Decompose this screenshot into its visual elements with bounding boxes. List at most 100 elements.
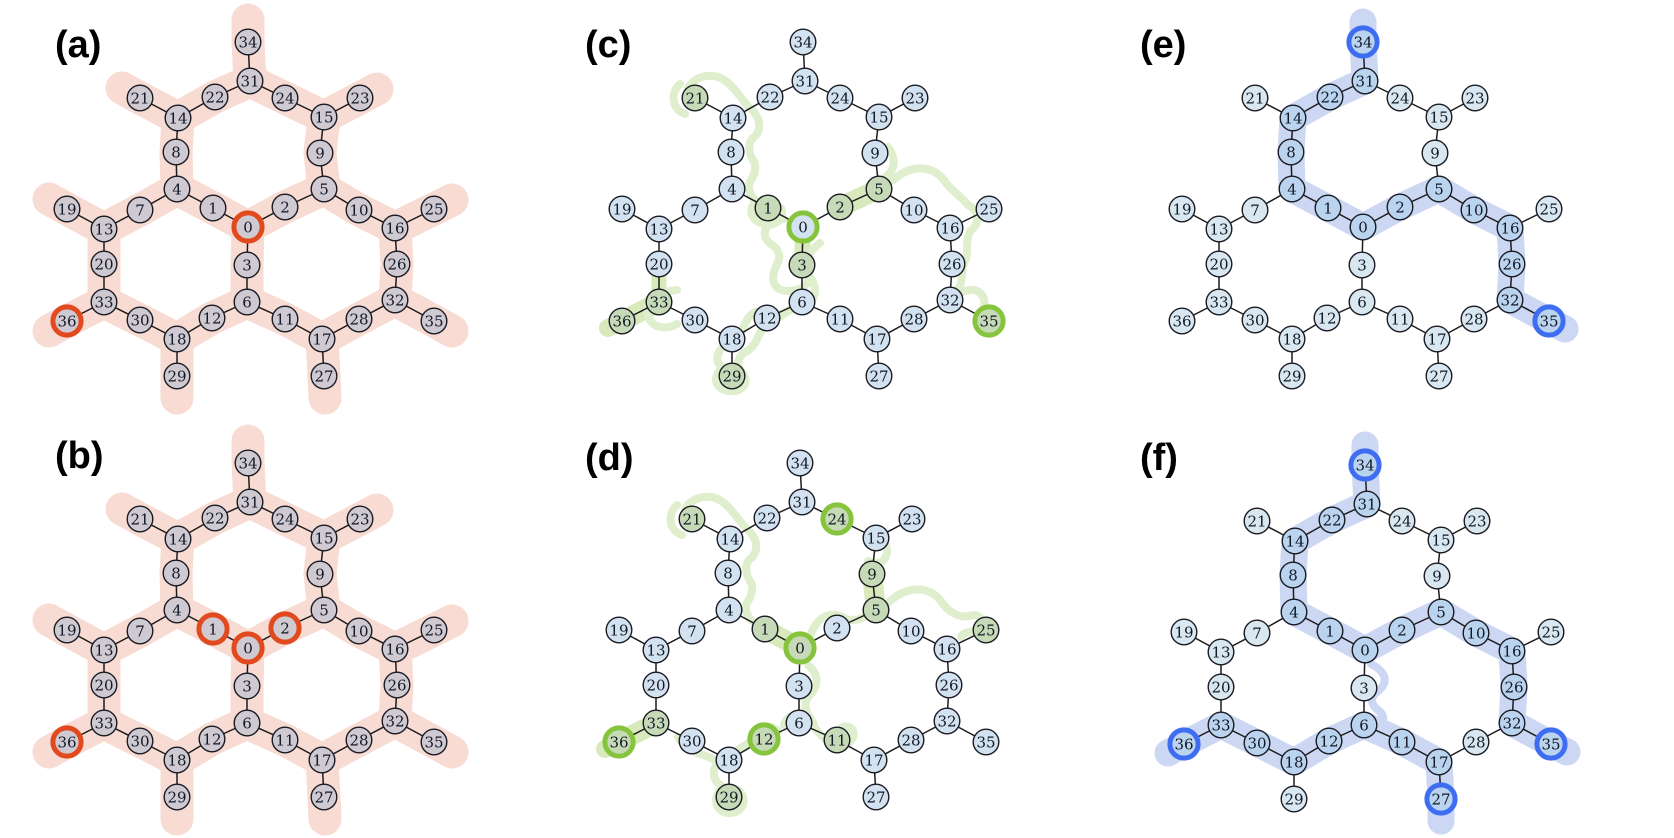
spread-loop bbox=[885, 585, 986, 641]
node-26: 26 bbox=[383, 250, 411, 278]
node-number: 5 bbox=[319, 601, 329, 619]
node-number: 13 bbox=[646, 641, 665, 659]
spread-loop bbox=[684, 71, 764, 204]
node-number: 18 bbox=[167, 751, 186, 769]
node-31: 31 bbox=[236, 488, 264, 516]
node-circle bbox=[1350, 674, 1378, 702]
node-29: 29 bbox=[163, 362, 191, 390]
node-circle bbox=[753, 304, 781, 332]
node-number: 7 bbox=[687, 622, 697, 640]
node-number: 6 bbox=[797, 293, 807, 311]
node-circle bbox=[717, 138, 745, 166]
node-34: 34 bbox=[234, 28, 262, 56]
node-circle bbox=[55, 309, 79, 333]
node-number: 27 bbox=[1431, 790, 1450, 808]
node-28: 28 bbox=[1460, 305, 1488, 333]
node-number: 19 bbox=[57, 200, 76, 218]
node-3: 3 bbox=[788, 251, 816, 279]
node-number: 35 bbox=[424, 733, 443, 751]
node-number: 1 bbox=[208, 620, 218, 638]
node-number: 8 bbox=[723, 564, 733, 582]
node-number: 24 bbox=[275, 510, 294, 528]
node-number: 24 bbox=[827, 510, 846, 528]
node-number: 21 bbox=[1247, 512, 1266, 530]
node-number: 22 bbox=[205, 509, 224, 527]
node-31: 31 bbox=[791, 67, 819, 95]
node-number: 23 bbox=[350, 510, 369, 528]
node-number: 33 bbox=[94, 714, 113, 732]
node-circle bbox=[1207, 638, 1235, 666]
node-number: 36 bbox=[1174, 735, 1193, 753]
node-16: 16 bbox=[1496, 214, 1524, 242]
node-circle bbox=[381, 214, 409, 242]
node-circle bbox=[310, 175, 338, 203]
node-circle bbox=[1168, 195, 1196, 223]
node-22: 22 bbox=[756, 83, 784, 111]
node-circle bbox=[858, 560, 886, 588]
node-6: 6 bbox=[785, 709, 813, 737]
node-15: 15 bbox=[862, 524, 890, 552]
node-circle bbox=[862, 524, 890, 552]
node-circle bbox=[1205, 288, 1233, 316]
node-circle bbox=[1386, 193, 1414, 221]
node-number: 0 bbox=[243, 639, 253, 657]
node-27: 27 bbox=[310, 362, 338, 390]
node-circle bbox=[271, 305, 299, 333]
node-7: 7 bbox=[126, 617, 154, 645]
node-14: 14 bbox=[164, 525, 192, 553]
node-circle bbox=[1425, 362, 1453, 390]
node-8: 8 bbox=[717, 138, 745, 166]
node-10: 10 bbox=[897, 617, 925, 645]
node-25: 25 bbox=[1537, 618, 1565, 646]
node-circle bbox=[1168, 307, 1196, 335]
node-number: 35 bbox=[1539, 312, 1558, 330]
node-33: 33 bbox=[1205, 288, 1233, 316]
node-number: 30 bbox=[1245, 311, 1264, 329]
node-number: 23 bbox=[1467, 512, 1486, 530]
node-circle bbox=[236, 636, 260, 660]
node-23: 23 bbox=[1461, 84, 1489, 112]
node-circle bbox=[163, 175, 191, 203]
node-number: 33 bbox=[1211, 716, 1230, 734]
node-circle bbox=[1421, 139, 1449, 167]
node-circle bbox=[897, 726, 925, 754]
node-number: 4 bbox=[1287, 180, 1297, 198]
node-number: 0 bbox=[795, 639, 805, 657]
node-circle bbox=[753, 504, 781, 532]
node-number: 16 bbox=[937, 640, 956, 658]
node-circle bbox=[901, 84, 929, 112]
node-4: 4 bbox=[163, 596, 191, 624]
node-number: 20 bbox=[649, 255, 668, 273]
node-number: 32 bbox=[1502, 714, 1521, 732]
panel-label-b: (b) bbox=[55, 435, 104, 477]
node-13: 13 bbox=[645, 215, 673, 243]
node-7: 7 bbox=[126, 196, 154, 224]
node-circle bbox=[865, 362, 893, 390]
node-circle bbox=[715, 783, 743, 811]
node-number: 30 bbox=[130, 732, 149, 750]
node-number: 15 bbox=[314, 108, 333, 126]
endpoint-ring bbox=[972, 304, 1006, 338]
node-31: 31 bbox=[788, 488, 816, 516]
node-number: 16 bbox=[1500, 219, 1519, 237]
node-35: 35 bbox=[972, 304, 1006, 338]
node-number: 2 bbox=[280, 198, 290, 216]
node-circle bbox=[306, 560, 334, 588]
node-circle bbox=[1350, 711, 1378, 739]
spread-loop bbox=[666, 501, 686, 539]
spread-loop bbox=[681, 492, 761, 625]
node-number: 19 bbox=[609, 621, 628, 639]
node-14: 14 bbox=[716, 525, 744, 553]
node-28: 28 bbox=[345, 305, 373, 333]
node-circle bbox=[1351, 67, 1379, 95]
node-29: 29 bbox=[718, 362, 746, 390]
node-34: 34 bbox=[1346, 25, 1380, 59]
node-number: 32 bbox=[1500, 291, 1519, 309]
node-number: 32 bbox=[385, 712, 404, 730]
node-circle bbox=[1241, 196, 1269, 224]
node-circle bbox=[1498, 637, 1526, 665]
node-number: 18 bbox=[1282, 330, 1301, 348]
node-circle bbox=[900, 305, 928, 333]
